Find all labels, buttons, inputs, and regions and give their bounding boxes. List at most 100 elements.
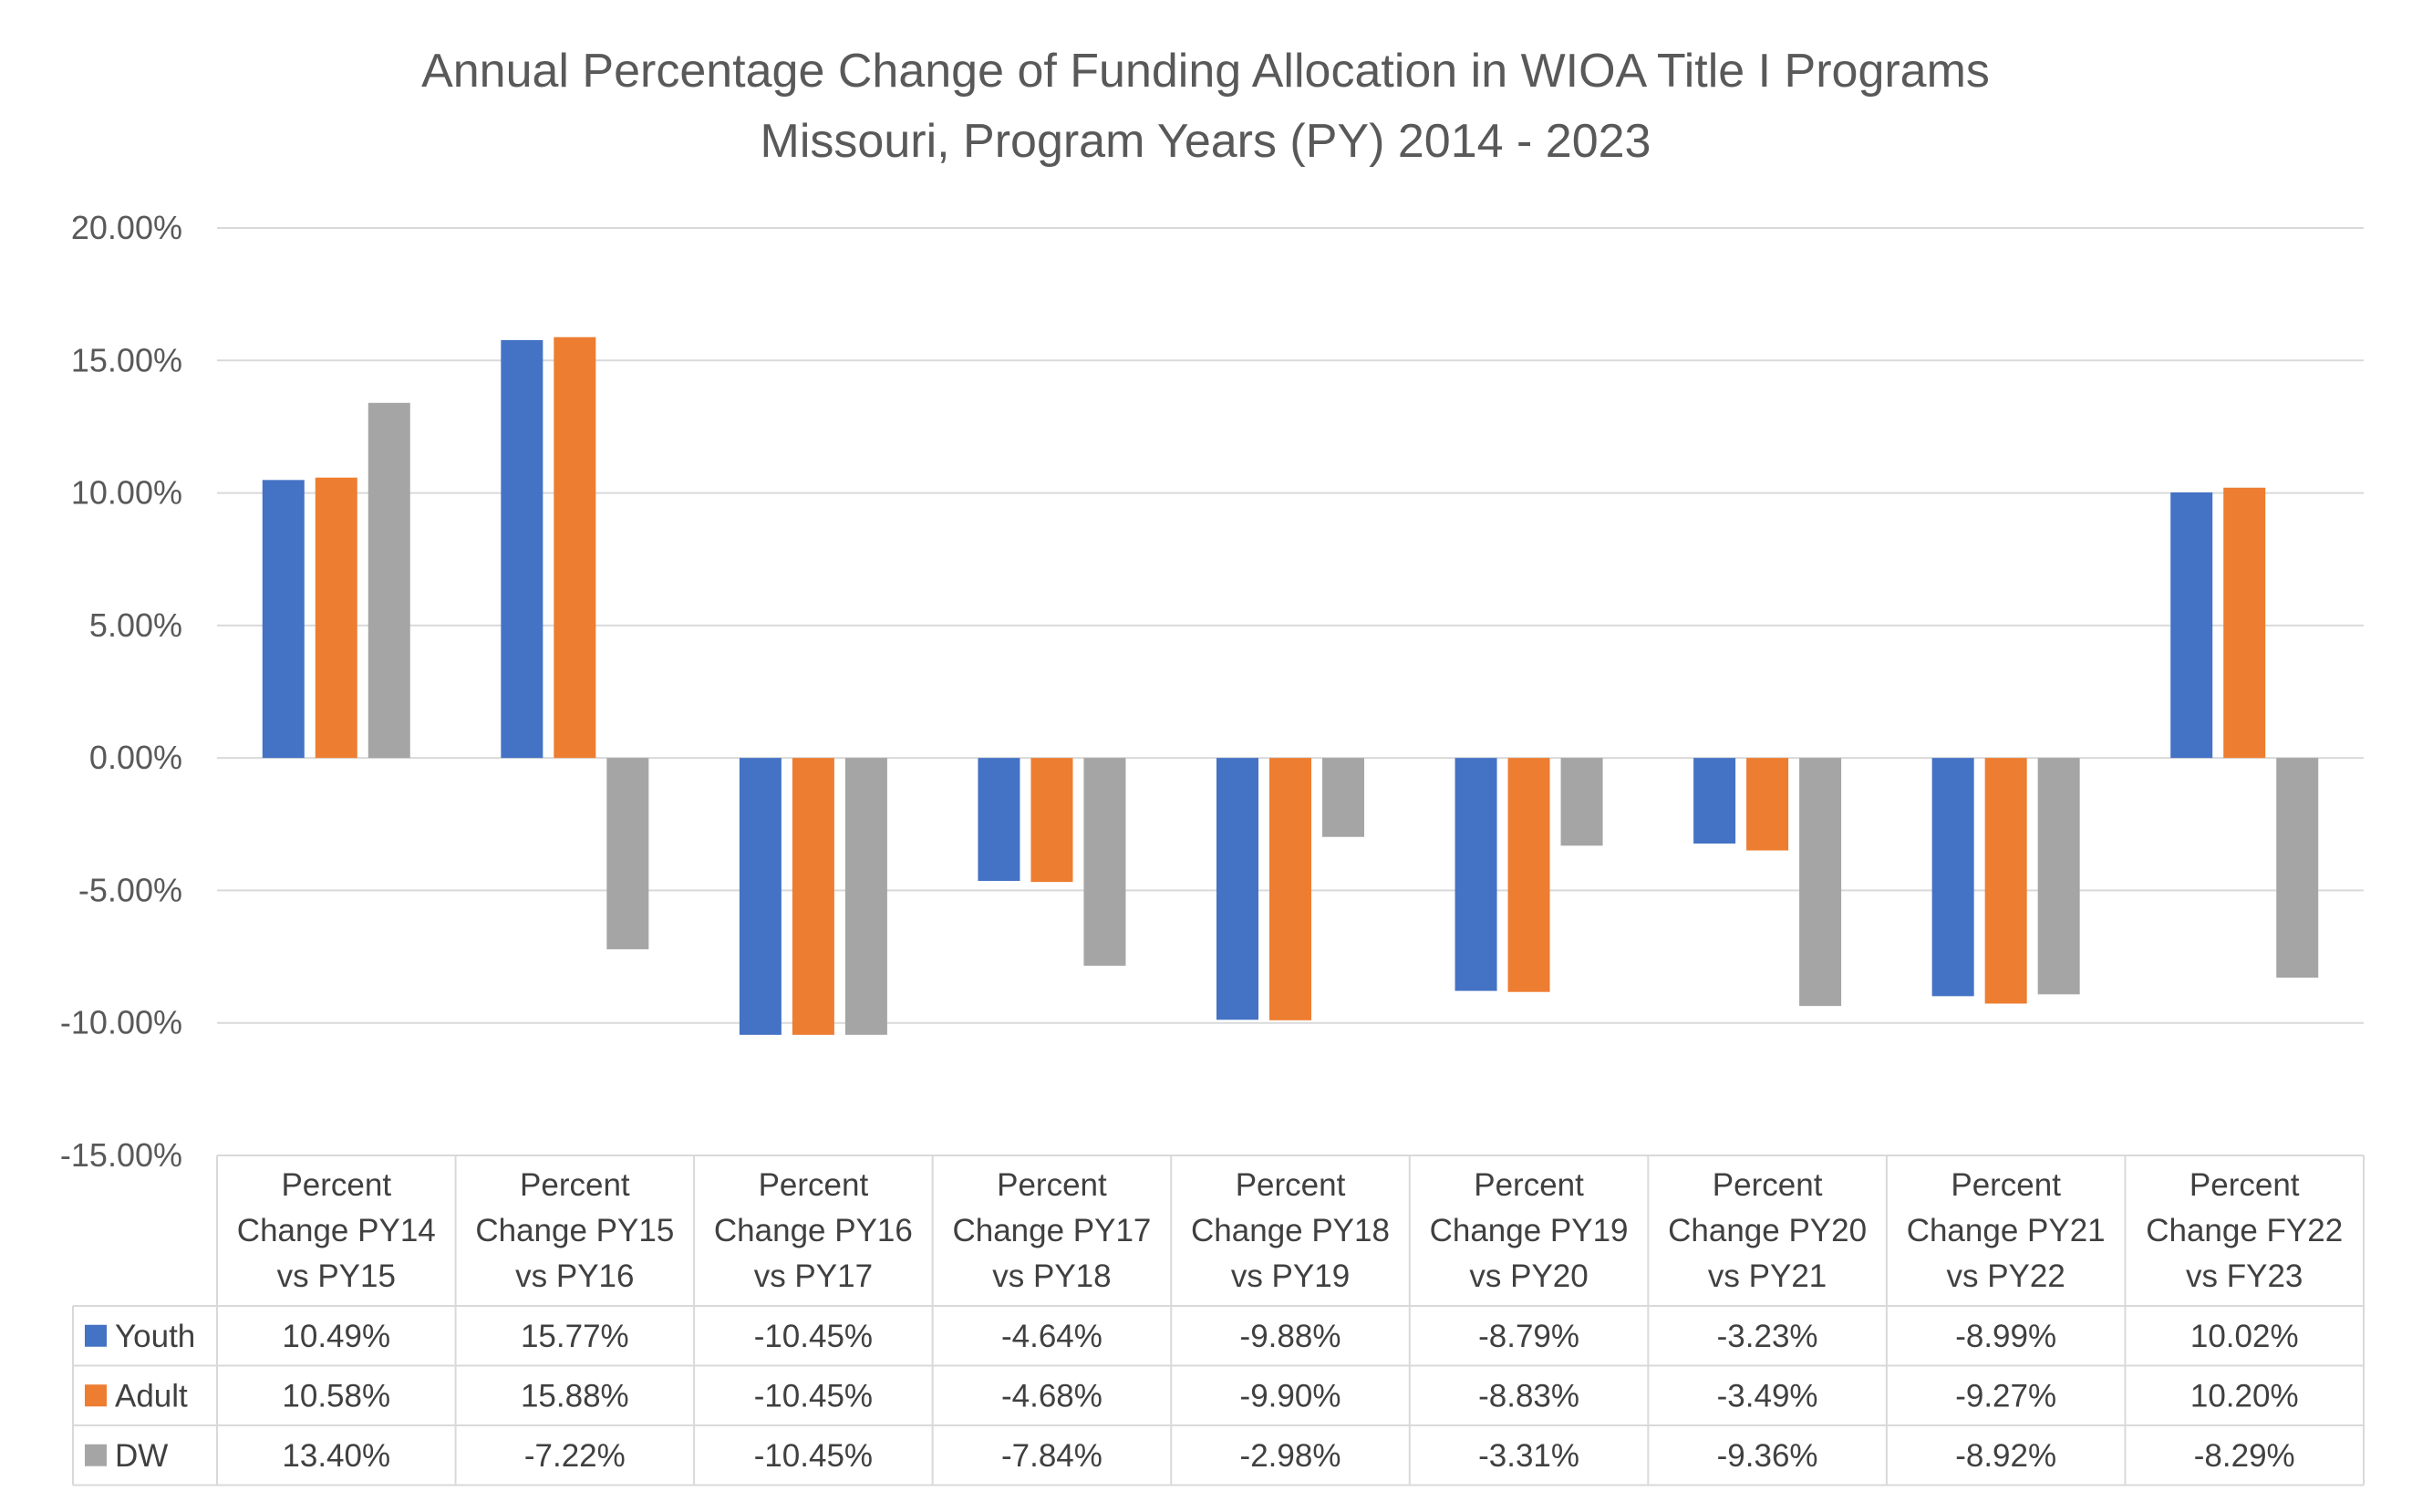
category-label: Percent [997, 1167, 1107, 1203]
y-tick-label: 0.00% [89, 739, 182, 776]
table-value: -4.64% [1001, 1319, 1102, 1354]
table-value: -3.23% [1717, 1319, 1818, 1354]
table-value: -8.99% [1955, 1319, 2056, 1354]
y-tick-label: -10.00% [60, 1004, 182, 1041]
table-value: -10.45% [754, 1438, 873, 1474]
category-label: vs PY19 [1231, 1258, 1350, 1294]
legend-label: Adult [115, 1378, 188, 1414]
bar-adult [1269, 758, 1311, 1020]
y-tick-label: 10.00% [71, 474, 182, 512]
bar-adult [1507, 758, 1550, 992]
y-tick-label: 15.00% [71, 341, 182, 378]
table-value: -10.45% [754, 1319, 873, 1354]
y-axis-tick-labels: 20.00% 15.00% 10.00% 5.00% 0.00% -5.00% -10.00… [60, 209, 182, 1174]
table-value: -8.92% [1955, 1438, 2056, 1474]
table-value: -8.79% [1478, 1319, 1579, 1354]
category-label: vs PY20 [1469, 1258, 1588, 1294]
bar-dw [1799, 758, 1842, 1007]
table-value: -3.49% [1717, 1378, 1818, 1414]
bar-youth [1454, 758, 1497, 991]
data-table: Percent Change PY14 vs PY15 Percent Change P… [72, 1155, 2365, 1486]
table-value: 13.40% [282, 1438, 390, 1474]
table-value: -10.45% [754, 1378, 873, 1414]
category-label: Change PY16 [714, 1213, 913, 1248]
table-value: -9.90% [1240, 1378, 1341, 1414]
category-label: vs PY18 [992, 1258, 1111, 1294]
bar-dw [1560, 758, 1603, 846]
legend-swatch-adult [85, 1384, 107, 1407]
bar-dw [367, 402, 410, 759]
category-label: Percent [1236, 1167, 1346, 1203]
bar-dw [844, 758, 887, 1035]
table-value: 15.88% [521, 1378, 629, 1414]
y-tick-label: 5.00% [89, 606, 182, 644]
bar-adult [315, 477, 357, 759]
table-value: -9.27% [1955, 1378, 2056, 1414]
bar-youth [1693, 758, 1736, 844]
category-label: Change PY18 [1191, 1213, 1390, 1248]
category-label: Percent [759, 1167, 869, 1203]
category-label: Percent [1474, 1167, 1584, 1203]
table-value: 10.49% [282, 1319, 390, 1354]
y-tick-label: -5.00% [78, 871, 182, 908]
category-label: Change PY21 [1907, 1213, 2106, 1248]
bar-adult [1984, 758, 2027, 1004]
legend-swatch-youth [85, 1324, 107, 1347]
bar-youth [2170, 492, 2213, 759]
category-label: Change PY14 [237, 1213, 436, 1248]
category-label: vs PY21 [1708, 1258, 1827, 1294]
category-label: Percent [281, 1167, 391, 1203]
bar-adult [792, 758, 834, 1035]
table-value: -8.29% [2194, 1438, 2295, 1474]
bar-dw [1083, 758, 1126, 966]
bar-youth [739, 758, 782, 1035]
category-label: vs PY17 [754, 1258, 873, 1294]
table-value: 10.58% [282, 1378, 390, 1414]
category-label: Change PY15 [475, 1213, 674, 1248]
category-label: Change FY22 [2146, 1213, 2343, 1248]
table-value: 15.77% [521, 1319, 629, 1354]
y-tick-label: -15.00% [60, 1136, 182, 1174]
legend-label: DW [115, 1438, 168, 1474]
category-label: Percent [1713, 1167, 1823, 1203]
bar-youth [1931, 758, 1974, 997]
bar-adult [1030, 758, 1073, 883]
bar-youth [501, 339, 543, 759]
bar-dw [1322, 758, 1364, 837]
table-value: -7.22% [524, 1438, 626, 1474]
category-label: Change PY20 [1668, 1213, 1867, 1248]
category-label: Percent [2189, 1167, 2300, 1203]
chart-title: Annual Percentage Change of Funding Allo… [421, 45, 1990, 98]
bar-dw [606, 758, 649, 949]
bar-youth [262, 480, 305, 759]
table-value: -9.36% [1717, 1438, 1818, 1474]
table-value: -8.83% [1478, 1378, 1579, 1414]
category-label: vs FY23 [2186, 1258, 2303, 1294]
chart-subtitle: Missouri, Program Years (PY) 2014 - 2023 [761, 115, 1651, 168]
bar-adult [554, 337, 596, 759]
bar-adult [2223, 487, 2266, 759]
table-value: -7.84% [1001, 1438, 1102, 1474]
table-value: 10.20% [2190, 1378, 2299, 1414]
category-label: Change PY19 [1430, 1213, 1629, 1248]
category-label: Percent [1951, 1167, 2061, 1203]
bar-youth [1216, 758, 1258, 1020]
bar-dw [2276, 758, 2319, 979]
table-value: -2.98% [1240, 1438, 1341, 1474]
y-tick-label: 20.00% [71, 209, 182, 246]
legend-label: Youth [115, 1319, 195, 1354]
bar-dw [2037, 758, 2080, 995]
table-value: 10.02% [2190, 1319, 2299, 1354]
legend-swatch-dw [85, 1444, 107, 1466]
category-label: vs PY22 [1946, 1258, 2065, 1294]
category-label: Change PY17 [952, 1213, 1151, 1248]
table-value: -3.31% [1478, 1438, 1579, 1474]
category-label: Percent [520, 1167, 630, 1203]
bars [262, 337, 2319, 1035]
category-label: vs PY16 [515, 1258, 634, 1294]
category-label: vs PY15 [277, 1258, 396, 1294]
table-value: -4.68% [1001, 1378, 1102, 1414]
bar-youth [978, 758, 1020, 881]
table-value: -9.88% [1240, 1319, 1341, 1354]
